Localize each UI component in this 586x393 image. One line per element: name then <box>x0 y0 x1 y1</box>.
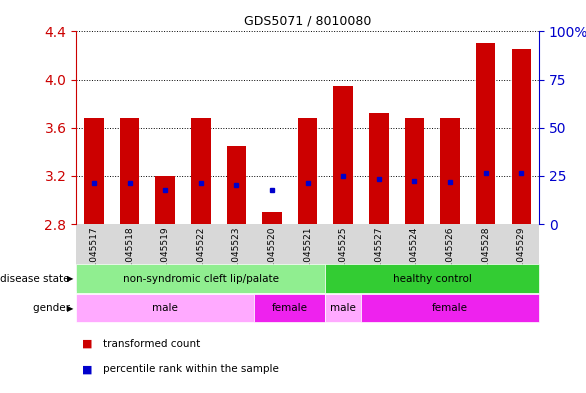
Text: non-syndromic cleft lip/palate: non-syndromic cleft lip/palate <box>123 274 279 284</box>
Bar <box>405 118 424 224</box>
Bar <box>120 118 139 224</box>
Bar <box>440 118 460 224</box>
Bar <box>476 44 496 224</box>
Bar <box>333 86 353 224</box>
Bar <box>512 50 531 224</box>
Text: female: female <box>272 303 308 313</box>
Bar <box>84 118 104 224</box>
Text: male: male <box>331 303 356 313</box>
Title: GDS5071 / 8010080: GDS5071 / 8010080 <box>244 15 372 28</box>
Text: male: male <box>152 303 178 313</box>
Text: ■: ■ <box>82 364 93 375</box>
Text: ▶: ▶ <box>67 304 73 312</box>
Bar <box>227 146 246 224</box>
Bar <box>263 212 282 224</box>
Bar <box>191 118 210 224</box>
Bar <box>369 113 389 224</box>
Text: ■: ■ <box>82 339 93 349</box>
Text: female: female <box>432 303 468 313</box>
Bar <box>155 176 175 224</box>
Text: percentile rank within the sample: percentile rank within the sample <box>103 364 278 375</box>
Text: healthy control: healthy control <box>393 274 472 284</box>
Text: transformed count: transformed count <box>103 339 200 349</box>
Text: gender: gender <box>33 303 73 313</box>
Bar <box>298 118 318 224</box>
Text: disease state: disease state <box>1 274 73 284</box>
Text: ▶: ▶ <box>67 274 73 283</box>
